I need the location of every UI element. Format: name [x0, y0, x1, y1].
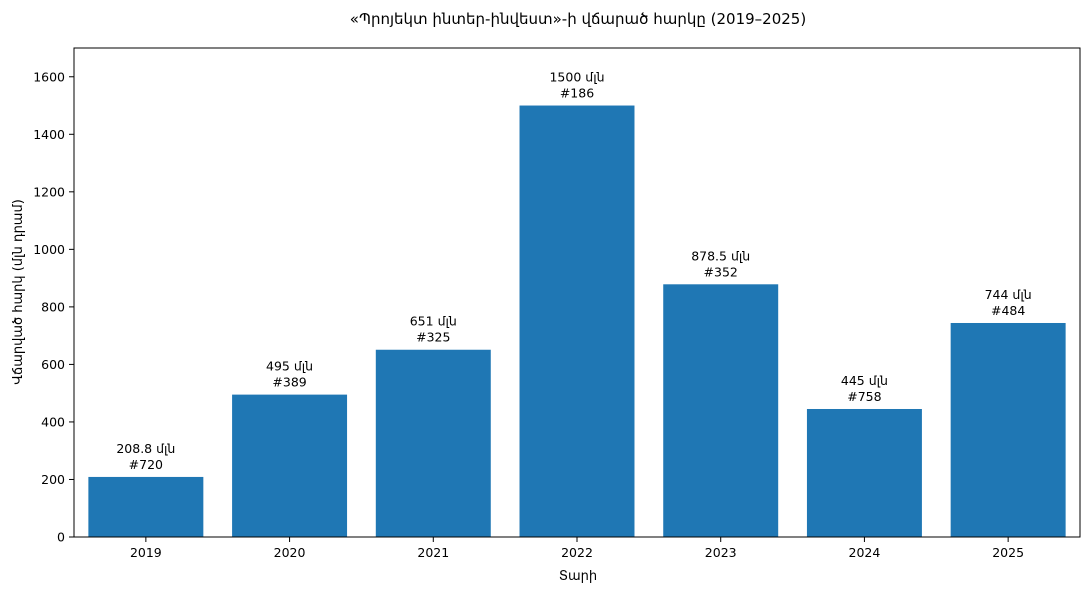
bar-rank-label: #720: [129, 457, 163, 472]
bar-rank-label: #389: [272, 375, 306, 390]
bar-value-label: 744 մլն: [985, 287, 1032, 302]
y-tick-label: 1000: [33, 242, 65, 257]
y-tick-label: 1600: [33, 69, 65, 84]
y-tick-label: 400: [41, 414, 65, 429]
bar-value-label: 208.8 մլն: [116, 441, 175, 456]
bar-value-label: 445 մլն: [841, 373, 888, 388]
x-tick-label: 2022: [561, 545, 593, 560]
bar-rank-label: #352: [704, 264, 738, 279]
bar-2020: [232, 394, 348, 537]
chart-title: «Պրոյեկտ ինտեր-ինվեստ»-ի վճարած հարկը (2…: [350, 10, 806, 28]
bar-2025: [950, 322, 1066, 537]
y-tick-label: 800: [41, 299, 65, 314]
bar-2023: [663, 284, 779, 537]
bar-value-label: 878.5 մլն: [691, 248, 750, 263]
y-axis-label: Վճարված հարկ (մլն դրամ): [11, 199, 26, 385]
bar-2022: [519, 105, 635, 537]
y-tick-label: 1400: [33, 127, 65, 142]
bar-rank-label: #325: [416, 330, 450, 345]
x-tick-label: 2021: [417, 545, 449, 560]
x-tick-label: 2025: [992, 545, 1024, 560]
bar-rank-label: #758: [847, 389, 881, 404]
x-tick-label: 2020: [274, 545, 306, 560]
y-tick-label: 600: [41, 357, 65, 372]
bar-2021: [375, 349, 491, 537]
bar-value-label: 1500 մլն: [549, 70, 604, 85]
plot-frame: [73, 47, 1081, 538]
x-tick-label: 2024: [849, 545, 881, 560]
y-tick-label: 0: [57, 530, 65, 545]
bar-value-label: 495 մլն: [266, 359, 313, 374]
x-tick-label: 2023: [705, 545, 737, 560]
bar-rank-label: #484: [991, 303, 1025, 318]
y-tick-label: 1200: [33, 184, 65, 199]
x-axis-label: Տարի: [559, 569, 597, 584]
bar-rank-label: #186: [560, 86, 594, 101]
bar-2024: [806, 408, 922, 537]
bar-2019: [88, 476, 204, 537]
bar-value-label: 651 մլն: [410, 314, 457, 329]
y-tick-label: 200: [41, 472, 65, 487]
x-tick-label: 2019: [130, 545, 162, 560]
